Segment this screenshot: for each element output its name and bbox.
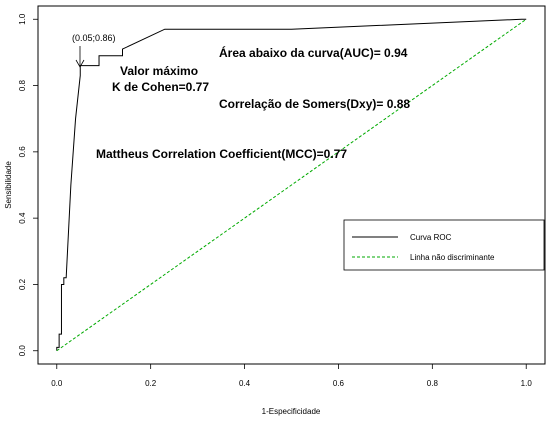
annotation-somers: Correlação de Somers(Dxy)= 0.88 (219, 97, 410, 111)
legend-label-roc: Curva ROC (410, 233, 452, 242)
annotation-auc: Área abaixo da curva(AUC)= 0.94 (219, 45, 408, 60)
annotation-kappa: K de Cohen=0.77 (112, 80, 209, 94)
annotation-max-value: Valor máximo (120, 64, 198, 78)
no-discrimination-line (56, 18, 527, 352)
y-tick-label: 0.0 (18, 345, 27, 357)
series-layer (56, 18, 527, 352)
legend-box (343, 219, 545, 271)
legend: Curva ROC Linha não discriminante (343, 219, 545, 271)
x-tick-label: 0.4 (239, 379, 251, 388)
x-axis-label: 1-Especificidade (262, 407, 321, 416)
x-tick-label: 1.0 (521, 379, 533, 388)
x-tick-label: 0.8 (427, 379, 439, 388)
roc-curve-line (56, 18, 527, 351)
y-tick-label: 1.0 (18, 13, 27, 25)
y-axis-label: Sensibilidade (4, 161, 13, 209)
plot-frame (37, 5, 546, 365)
x-axis: 0.0 0.2 0.4 0.6 0.8 1.0 (51, 364, 532, 388)
x-tick-label: 0.2 (145, 379, 157, 388)
annotation-arrowhead (75, 59, 85, 68)
annotation-point: (0.05;0.86) (72, 33, 116, 43)
y-tick-label: 0.6 (18, 146, 27, 158)
legend-label-diagonal: Linha não discriminante (410, 253, 495, 262)
y-axis: 0.0 0.2 0.4 0.6 0.8 1.0 (18, 13, 38, 356)
x-tick-label: 0.6 (333, 379, 345, 388)
y-tick-label: 0.8 (18, 79, 27, 91)
y-tick-label: 0.4 (18, 212, 27, 224)
y-tick-label: 0.2 (18, 278, 27, 290)
annotation-mcc: Mattheus Correlation Coefficient(MCC)=0.… (96, 147, 347, 161)
x-tick-label: 0.0 (51, 379, 63, 388)
